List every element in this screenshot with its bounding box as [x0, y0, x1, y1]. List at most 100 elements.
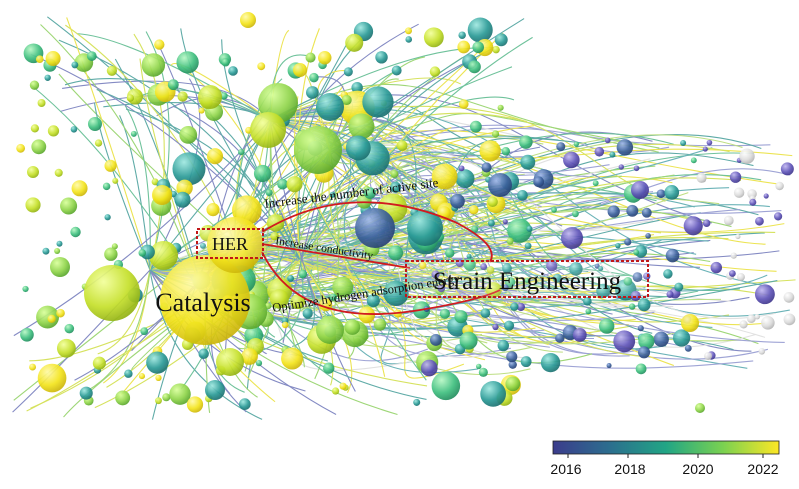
network-node: [29, 80, 40, 90]
colorbar-gradient: [552, 440, 780, 455]
network-node: [155, 397, 162, 405]
network-node: [155, 374, 162, 382]
network-node: [176, 51, 199, 74]
network-node: [471, 225, 479, 233]
network-node: [60, 197, 78, 215]
network-node: [88, 117, 102, 131]
network-node: [431, 371, 461, 401]
network-node: [277, 178, 288, 190]
network-node: [616, 139, 634, 156]
network-node: [497, 339, 510, 352]
network-node: [583, 296, 592, 306]
network-node: [167, 79, 179, 91]
network-edge: [234, 244, 785, 343]
colorbar-tick-2022: 2022: [747, 461, 778, 477]
network-node: [656, 189, 666, 199]
network-node: [502, 263, 512, 274]
network-node: [64, 323, 75, 334]
network-node: [501, 147, 511, 156]
network-edge: [145, 31, 170, 271]
network-node: [783, 313, 796, 326]
network-edge: [299, 259, 796, 293]
network-node: [469, 205, 479, 215]
network-node: [47, 314, 56, 323]
network-node: [257, 62, 266, 71]
network-node: [420, 359, 438, 377]
network-node: [30, 124, 39, 133]
network-node: [571, 210, 579, 218]
network-node: [492, 323, 499, 331]
network-node: [540, 352, 561, 373]
network-node: [472, 41, 484, 54]
network-node: [775, 181, 784, 191]
network-node: [783, 292, 795, 303]
network-node: [431, 163, 458, 190]
network-node: [221, 58, 230, 67]
network-node: [524, 277, 530, 283]
network-node: [20, 327, 34, 342]
network-node: [487, 219, 495, 227]
network-node: [561, 227, 583, 249]
network-node: [198, 85, 222, 109]
network-node: [115, 390, 131, 406]
network-edge: [64, 77, 271, 121]
network-node: [598, 266, 604, 272]
network-node: [151, 178, 159, 186]
network-node: [140, 327, 149, 336]
network-node: [238, 148, 245, 156]
network-node: [152, 185, 172, 205]
network-node: [92, 356, 106, 370]
network-node: [104, 159, 117, 172]
network-edge: [269, 77, 462, 121]
network-node: [206, 148, 224, 165]
network-node: [70, 226, 81, 238]
network-node: [423, 27, 444, 48]
network-node: [390, 181, 402, 193]
network-node: [36, 305, 59, 329]
network-node: [149, 240, 179, 270]
colorbar-tick-2018: 2018: [614, 461, 645, 477]
network-node: [138, 373, 146, 380]
network-node: [645, 233, 651, 239]
network-node: [130, 130, 137, 137]
network-node: [329, 293, 337, 301]
network-node: [623, 276, 633, 286]
network-node: [94, 139, 103, 147]
network-edge: [234, 174, 675, 251]
network-node: [162, 393, 171, 402]
network-node: [198, 348, 209, 360]
network-node: [445, 248, 455, 258]
network-node: [635, 363, 647, 375]
network-node: [626, 204, 639, 217]
network-node: [458, 165, 465, 172]
network-node: [407, 210, 443, 246]
network-node: [71, 61, 79, 69]
network-node: [305, 52, 316, 63]
network-node: [641, 207, 652, 218]
network-node: [22, 285, 29, 293]
network-node: [585, 308, 592, 315]
network-node: [250, 112, 286, 148]
network-node: [592, 180, 599, 187]
network-node: [220, 92, 228, 100]
network-node: [674, 282, 684, 292]
network-node: [351, 81, 363, 94]
arc-active-site: [261, 201, 493, 263]
network-edge: [299, 259, 721, 304]
network-node: [281, 347, 304, 370]
network-edges: [12, 16, 796, 420]
network-node: [344, 319, 361, 335]
network-node: [298, 269, 308, 279]
network-edge: [62, 80, 271, 121]
network-node: [555, 333, 565, 343]
network-node: [551, 207, 557, 213]
arc-conductivity: [261, 243, 411, 269]
network-node: [637, 325, 644, 332]
network-node: [316, 93, 344, 121]
network-node: [266, 214, 285, 232]
network-node: [481, 162, 492, 173]
network-node: [637, 298, 651, 312]
network-node: [606, 363, 612, 369]
network-node: [690, 157, 697, 164]
